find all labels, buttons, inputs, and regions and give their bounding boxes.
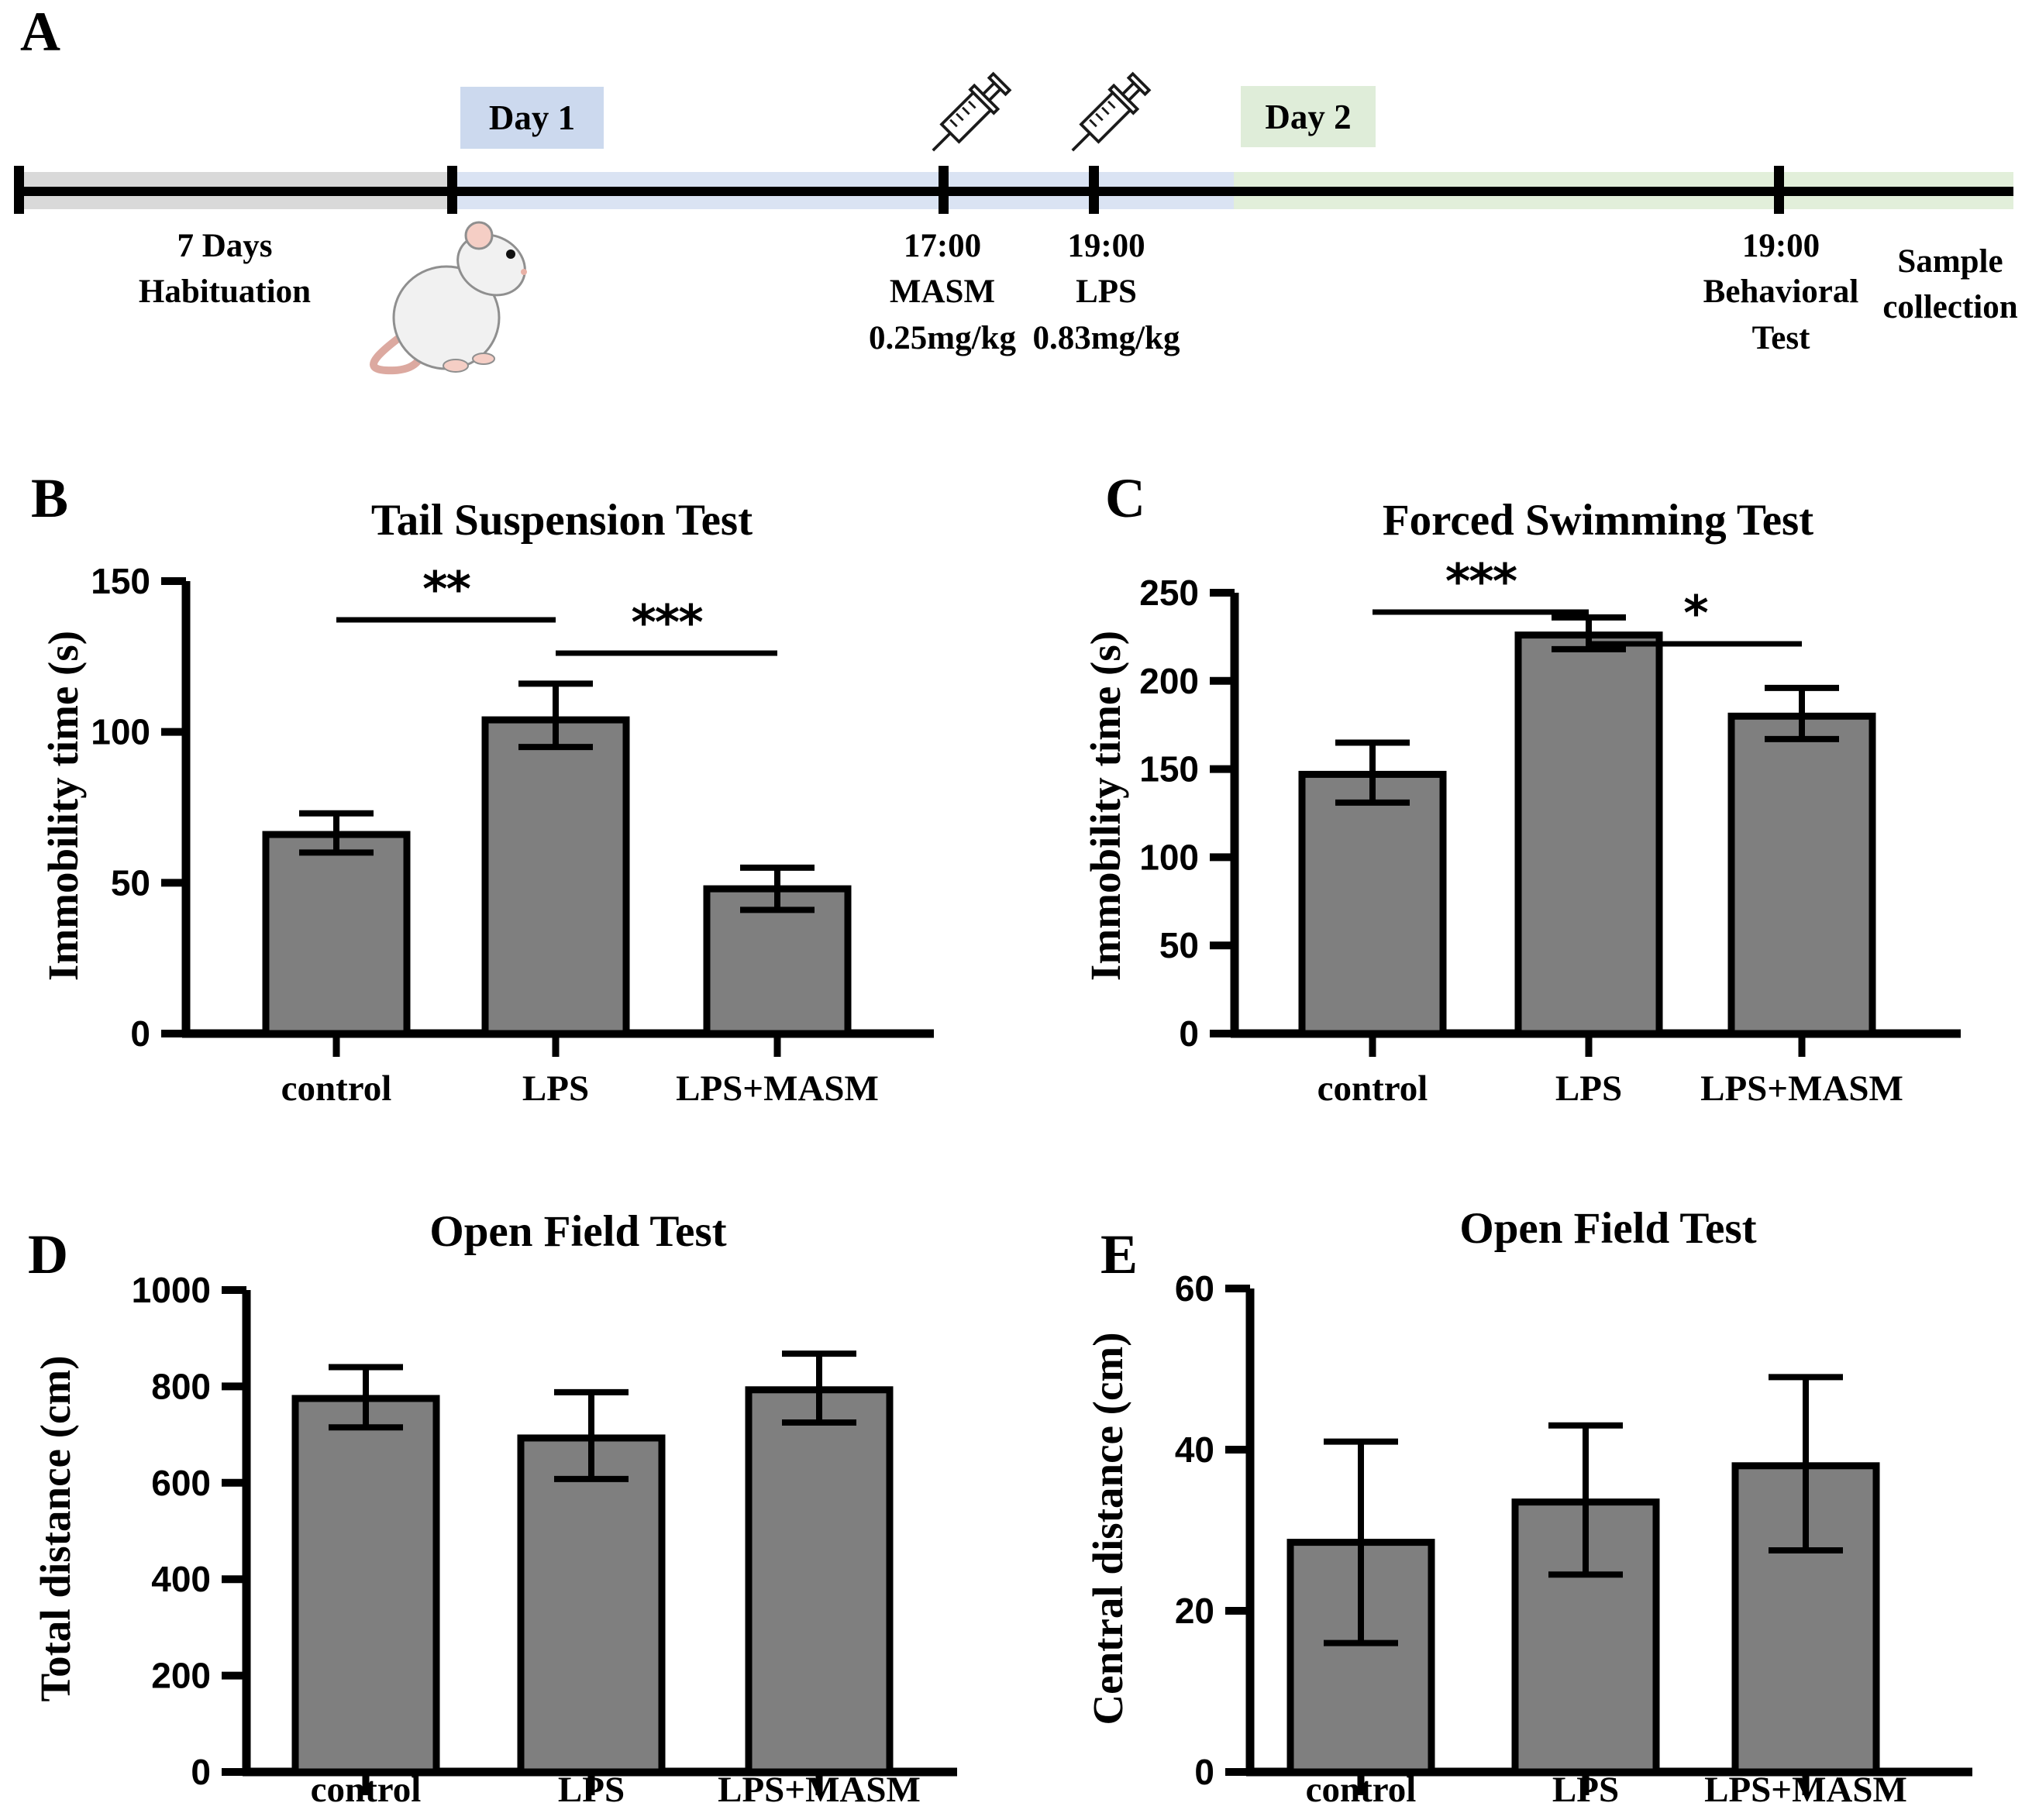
habituation-line2: Habituation — [138, 274, 312, 311]
category-label-lps-masm: LPS+MASM — [718, 1770, 921, 1810]
chart-b-svg: Tail Suspension Test Immobility time (s) 0… — [40, 496, 934, 1109]
masm-time: 17:00 — [903, 228, 982, 264]
masm-drug: MASM — [889, 274, 996, 311]
y-tick-label-40: 40 — [1175, 1430, 1214, 1470]
y-tick-label-0: 0 — [1194, 1752, 1214, 1792]
behavioral-test-label: 19:00 Behavioral Test — [1688, 223, 1874, 361]
chart-title: Forced Swimming Test — [1383, 496, 1813, 545]
mouse-eye — [506, 249, 515, 259]
category-label-control: control — [311, 1770, 422, 1810]
bar-control — [1298, 770, 1447, 1037]
category-label-control: control — [281, 1068, 392, 1109]
y-tick-label-200: 200 — [151, 1656, 211, 1696]
y-tick-label-800: 800 — [151, 1366, 211, 1406]
timeline-day1-start-tick — [447, 166, 457, 214]
significance-stars: * — [1683, 585, 1708, 642]
y-tick-label-60: 60 — [1175, 1268, 1214, 1309]
y-tick-label-20: 20 — [1175, 1591, 1214, 1631]
y-tick-label-0: 0 — [191, 1752, 211, 1792]
syringe-shape — [1071, 71, 1152, 152]
panel-b-letter: B — [31, 467, 69, 529]
masm-injection-label: 17:00 MASM 0.25mg/kg — [837, 223, 1048, 361]
timeline-behavioral-tick — [1774, 166, 1784, 214]
y-axis-label: Total distance (cm) — [32, 1355, 79, 1701]
y-tick-label-250: 250 — [1139, 573, 1199, 613]
y-axis-label: Immobility time (s) — [40, 631, 87, 981]
mouse-paw — [443, 359, 469, 373]
y-tick-label-0: 0 — [1179, 1013, 1199, 1054]
bar-lps — [481, 716, 630, 1037]
y-tick-label-1000: 1000 — [132, 1270, 211, 1310]
bar-lps-masm — [1727, 712, 1876, 1037]
significance-stars: ** — [422, 561, 470, 618]
category-label-lps: LPS — [558, 1770, 625, 1810]
chart-title: Open Field Test — [429, 1207, 726, 1256]
y-tick-label-100: 100 — [91, 712, 150, 752]
syringe-icon — [1071, 71, 1152, 152]
significance-stars: *** — [1445, 553, 1517, 610]
category-label-lps: LPS — [1555, 1068, 1622, 1109]
y-tick-label-400: 400 — [151, 1559, 211, 1599]
chart-c-svg: Forced Swimming Test Immobility time (s) 0… — [1082, 496, 1961, 1109]
category-label-lps-masm: LPS+MASM — [676, 1068, 879, 1109]
behavioral-time: 19:00 — [1741, 228, 1820, 264]
behavioral-line3: Test — [1751, 319, 1810, 356]
y-tick-label-100: 100 — [1139, 837, 1199, 877]
panel-a-letter: A — [20, 1, 60, 63]
timeline-19h-tick — [1089, 166, 1099, 214]
chart-e-svg: Open Field Test Central distance (cm) 0 20 4… — [1084, 1204, 1972, 1810]
mouse-icon — [370, 221, 527, 375]
bar-lps-masm — [745, 1386, 894, 1776]
habituation-line1: 7 Days — [177, 228, 273, 264]
chart-title: Tail Suspension Test — [371, 496, 753, 545]
timeline-start-tick — [14, 166, 24, 214]
sample-collection-label: Sample collection — [1862, 239, 2039, 331]
mouse-nose — [521, 269, 527, 275]
category-label-control: control — [1306, 1770, 1417, 1810]
sample-line1: Sample — [1897, 243, 2003, 280]
significance-stars: *** — [631, 594, 703, 651]
day1-label-box: Day 1 — [460, 87, 604, 149]
y-axis-label: Central distance (cm) — [1084, 1332, 1131, 1725]
mouse-ear — [464, 221, 494, 250]
category-label-lps: LPS — [522, 1068, 589, 1109]
y-tick-label-150: 150 — [91, 561, 150, 601]
category-label-lps-masm: LPS+MASM — [1704, 1770, 1907, 1810]
syringe-icon — [932, 71, 1012, 152]
y-tick-label-50: 50 — [111, 862, 150, 903]
y-tick-label-200: 200 — [1139, 661, 1199, 701]
y-axis-label: Immobility time (s) — [1082, 631, 1129, 981]
y-tick-label-0: 0 — [130, 1013, 150, 1054]
bar-lps — [517, 1434, 666, 1776]
lps-dose: 0.83mg/kg — [1032, 319, 1180, 356]
bar-control — [291, 1395, 440, 1776]
mouse-head — [456, 233, 526, 297]
day2-label-box: Day 2 — [1241, 86, 1376, 147]
y-tick-label-150: 150 — [1139, 749, 1199, 790]
sample-line2: collection — [1882, 289, 2018, 326]
timeline-17h-tick — [939, 166, 949, 214]
panel-c-letter: C — [1105, 467, 1145, 529]
category-label-lps-masm: LPS+MASM — [1700, 1068, 1903, 1109]
lps-drug: LPS — [1076, 274, 1137, 311]
y-tick-label-600: 600 — [151, 1463, 211, 1503]
panel-d-letter: D — [28, 1223, 68, 1285]
category-label-lps: LPS — [1552, 1770, 1619, 1810]
syringe-shape — [932, 71, 1012, 152]
mouse-paw — [472, 353, 495, 365]
lps-time: 19:00 — [1067, 228, 1145, 264]
bar-control — [262, 831, 411, 1037]
y-tick-label-50: 50 — [1159, 925, 1199, 965]
masm-dose: 0.25mg/kg — [869, 319, 1016, 356]
lps-injection-label: 19:00 LPS 0.83mg/kg — [1011, 223, 1201, 361]
category-label-control: control — [1317, 1068, 1428, 1109]
habituation-label: 7 Days Habituation — [85, 223, 364, 315]
chart-d-svg: Open Field Test Total distance (cm) 0 200 40… — [32, 1207, 957, 1810]
behavioral-line2: Behavioral — [1703, 274, 1859, 311]
panel-e-letter: E — [1100, 1223, 1138, 1285]
timeline-axis — [15, 187, 2013, 196]
bar-lps — [1514, 631, 1663, 1037]
chart-title: Open Field Test — [1459, 1204, 1756, 1253]
